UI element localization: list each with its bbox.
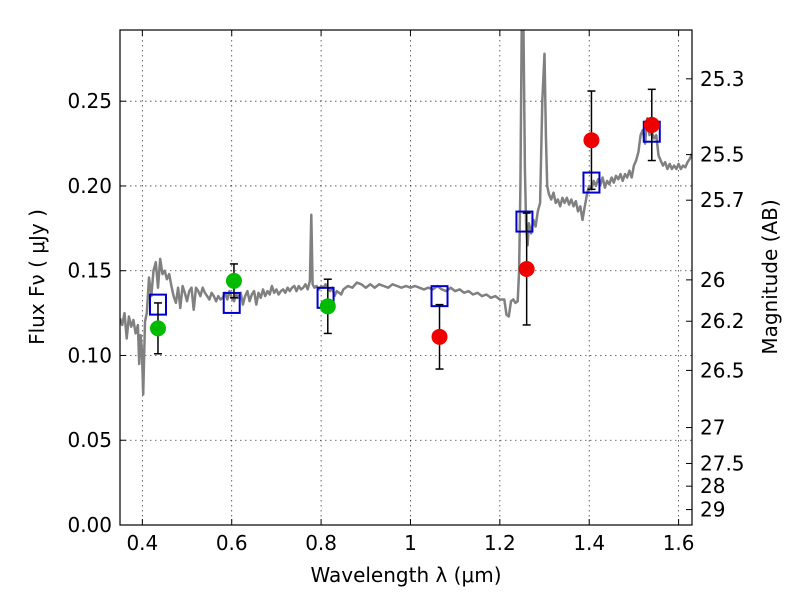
red-data-point — [431, 328, 448, 345]
y2-tick-label: 26.2 — [700, 309, 745, 333]
y-tick-label: 0.15 — [67, 259, 112, 283]
y-axis-label: Flux Fν ( μJy ) — [25, 209, 49, 345]
y-tick-label: 0.25 — [67, 89, 112, 113]
green-data-point — [319, 298, 336, 315]
x-tick-label: 1 — [404, 531, 417, 555]
model-photometry-square — [515, 210, 534, 233]
spectrum-line — [120, 30, 692, 396]
y2-tick-label: 29 — [700, 498, 725, 522]
x-tick-label: 1.6 — [663, 531, 695, 555]
y2-axis-label: Magnitude (AB) — [758, 199, 782, 354]
y2-tick-label: 27.5 — [700, 451, 745, 475]
x-tick-label: 0.8 — [305, 531, 337, 555]
x-tick-label: 0.4 — [126, 531, 158, 555]
green-data-point — [225, 272, 242, 289]
y2-tick-label: 26 — [700, 268, 725, 292]
green-data-point — [149, 320, 166, 337]
x-axis-label: Wavelength λ (μm) — [310, 563, 501, 587]
y-tick-label: 0.05 — [67, 428, 112, 452]
y-tick-label: 0.20 — [67, 174, 112, 198]
ticks-layer: 0.4 0.6 0.8 1 1.2 1.4 1.6 0.00 0.05 0.10 0.15 0.20 0… — [67, 30, 745, 555]
y2-tick-label: 25.5 — [700, 143, 745, 167]
x-tick-label: 0.6 — [216, 531, 248, 555]
y2-tick-label: 27 — [700, 416, 725, 440]
red-data-point — [643, 116, 660, 133]
marker-layer — [148, 88, 661, 370]
y-tick-label: 0.00 — [67, 513, 112, 537]
grid-layer — [120, 30, 692, 526]
plot-frame — [119, 29, 693, 526]
red-data-point — [518, 261, 535, 278]
model-photometry-square — [222, 291, 241, 314]
x-tick-label: 1.2 — [484, 531, 516, 555]
y2-tick-label: 28 — [700, 474, 725, 498]
y2-tick-label: 25.3 — [700, 67, 745, 91]
y2-tick-label: 25.7 — [700, 188, 745, 212]
red-data-point — [583, 132, 600, 149]
y2-tick-label: 26.5 — [700, 358, 745, 382]
y-tick-label: 0.10 — [67, 343, 112, 367]
spectrum-layer — [120, 30, 692, 396]
x-tick-label: 1.4 — [573, 531, 605, 555]
